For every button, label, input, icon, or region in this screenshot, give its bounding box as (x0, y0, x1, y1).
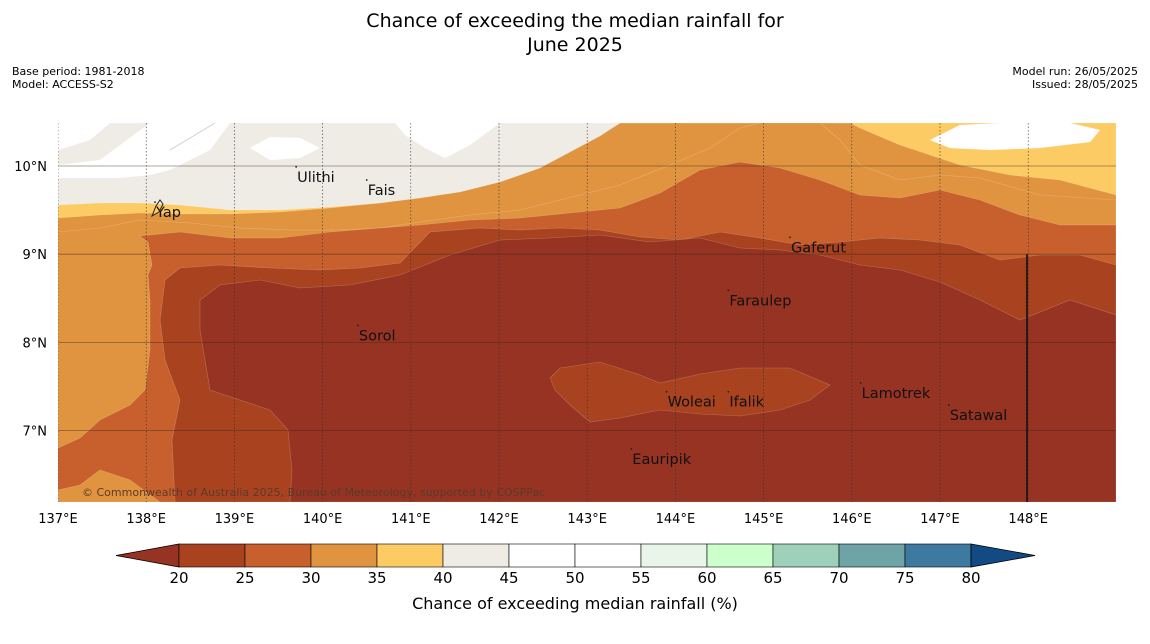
place-label: Ifalik (729, 395, 764, 411)
colorbar-tick-label: 70 (829, 569, 848, 587)
colorbar-swatch (706, 543, 774, 568)
latitude-label: 10°N (14, 160, 47, 175)
issued-date: Issued: 28/05/2025 (1031, 78, 1138, 91)
colorbar: 20 25 30 35 40 45 50 55 60 65 70 75 80 (115, 543, 1036, 587)
longitude-label: 138°E (126, 512, 166, 527)
latitude-labels: 10°N 9°N 8°N 7°N (14, 160, 47, 440)
colorbar-swatch (574, 543, 642, 568)
band-20-25-central (549, 361, 831, 423)
colorbar-tick-label: 40 (433, 569, 452, 587)
colorbar-over-arrow (970, 543, 1036, 568)
graticule (58, 123, 1116, 502)
island-marker (295, 165, 298, 168)
longitude-label: 139°E (215, 512, 255, 527)
place-label: Faraulep (729, 293, 791, 309)
colorbar-swatch (640, 543, 708, 568)
coastlines (169, 123, 216, 151)
latitude-label: 8°N (23, 336, 48, 351)
colorbar-swatch (178, 543, 246, 568)
longitude-label: 148°E (1008, 512, 1048, 527)
longitude-label: 137°E (38, 512, 78, 527)
colorbar-swatch (244, 543, 312, 568)
colorbar-tick-label: 65 (763, 569, 782, 587)
band-45-55 (58, 123, 1101, 179)
colorbar-tick-label: 35 (367, 569, 386, 587)
map-title-line1: Chance of exceeding the median rainfall … (366, 10, 784, 32)
model-name: Model: ACCESS-S2 (12, 78, 114, 91)
colorbar-label: Chance of exceeding median rainfall (%) (412, 594, 738, 613)
model-info: Base period: 1981-2018 Model: ACCESS-S2 (12, 65, 144, 91)
place-label: Ulithi (297, 170, 335, 186)
colorbar-swatch (838, 543, 906, 568)
latitude-label: 7°N (23, 425, 48, 440)
island-marker (356, 324, 359, 327)
longitude-label: 141°E (391, 512, 431, 527)
colorbar-tick-label: 50 (565, 569, 584, 587)
colorbar-swatch (442, 543, 510, 568)
colorbar-tick-label: 45 (499, 569, 518, 587)
place-label: Woleai (668, 395, 716, 411)
place-label: Fais (368, 183, 395, 199)
longitude-label: 143°E (567, 512, 607, 527)
island-marker (665, 390, 668, 393)
colorbar-swatch (772, 543, 840, 568)
base-period: Base period: 1981-2018 (12, 65, 145, 78)
latitude-label: 9°N (23, 248, 48, 263)
longitude-label: 146°E (832, 512, 872, 527)
colorbar-swatch (376, 543, 444, 568)
island-marker (727, 390, 730, 393)
colorbar-tick-label: 30 (301, 569, 320, 587)
colorbar-swatch (904, 543, 972, 568)
place-label: Satawal (950, 408, 1007, 424)
colorbar-tick-label: 25 (235, 569, 254, 587)
map-title: Chance of exceeding the median rainfall … (0, 9, 1150, 57)
place-label: Eauripik (632, 452, 691, 468)
island-marker (789, 236, 791, 239)
copyright-notice: © Commonwealth of Australia 2025, Bureau… (82, 486, 545, 499)
island-marker (859, 382, 862, 384)
longitude-label: 145°E (744, 512, 784, 527)
longitude-label: 140°E (303, 512, 343, 527)
place-label: Sorol (359, 329, 396, 345)
island-marker (727, 289, 730, 292)
longitude-label: 142°E (479, 512, 519, 527)
longitude-labels: 137°E 138°E 139°E 140°E 141°E 142°E 143°E 144°E… (38, 512, 1048, 527)
longitude-label: 144°E (656, 512, 696, 527)
island-marker (154, 201, 156, 204)
colorbar-tick-label: 75 (895, 569, 914, 587)
colorbar-tick-label: 80 (961, 569, 980, 587)
model-run: Model run: 26/05/2025 (1012, 65, 1138, 78)
coast-outline (169, 123, 216, 151)
colorbar-tick-label: 55 (631, 569, 650, 587)
place-names: Ulithi Fais Yap Gaferut Faraulep Sorol Lamotre… (151, 165, 1007, 468)
island-marker (947, 404, 950, 406)
colorbar-under-arrow (115, 543, 180, 568)
place-label: Lamotrek (862, 386, 931, 402)
colorbar-tick-label: 60 (697, 569, 716, 587)
island-marker (365, 179, 368, 181)
place-label: Gaferut (791, 240, 846, 256)
map-title-line2: June 2025 (527, 34, 623, 56)
band-below-20 (199, 234, 1116, 502)
yap-island-outline (151, 199, 164, 218)
colorbar-tick-label: 20 (169, 569, 188, 587)
island-marker (630, 448, 633, 450)
longitude-label: 147°E (920, 512, 960, 527)
colorbar-swatch (310, 543, 378, 568)
colorbar-swatch (508, 543, 576, 568)
place-label: Yap (155, 205, 181, 221)
run-info: Model run: 26/05/2025 Issued: 28/05/2025 (1012, 65, 1138, 91)
